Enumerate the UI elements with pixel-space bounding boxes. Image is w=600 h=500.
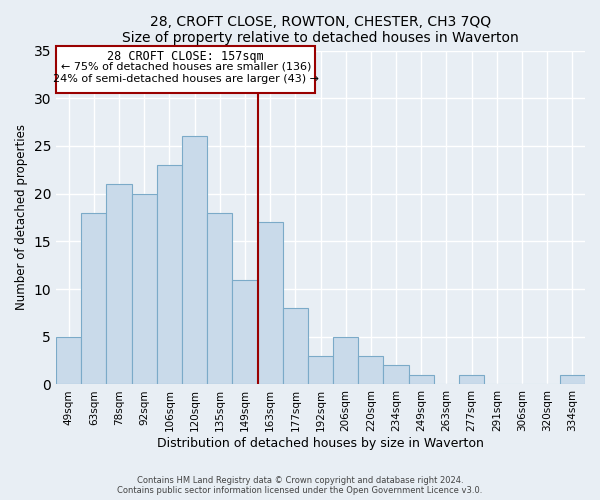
Bar [283,308,308,384]
Text: ← 75% of detached houses are smaller (136): ← 75% of detached houses are smaller (13… [61,62,311,72]
Bar [232,280,257,384]
Bar [81,212,106,384]
Bar [131,194,157,384]
Text: 24% of semi-detached houses are larger (43) →: 24% of semi-detached houses are larger (… [53,74,319,85]
Y-axis label: Number of detached properties: Number of detached properties [15,124,28,310]
Bar [308,356,333,384]
Bar [409,375,434,384]
Text: Contains HM Land Registry data © Crown copyright and database right 2024.
Contai: Contains HM Land Registry data © Crown c… [118,476,482,495]
Bar [333,337,358,384]
Bar [56,337,81,384]
Bar [157,165,182,384]
Bar [358,356,383,384]
Bar [560,375,585,384]
Bar [182,136,207,384]
X-axis label: Distribution of detached houses by size in Waverton: Distribution of detached houses by size … [157,437,484,450]
Bar [207,212,232,384]
Title: 28, CROFT CLOSE, ROWTON, CHESTER, CH3 7QQ
Size of property relative to detached : 28, CROFT CLOSE, ROWTON, CHESTER, CH3 7Q… [122,15,519,45]
Bar [459,375,484,384]
Bar [257,222,283,384]
Text: 28 CROFT CLOSE: 157sqm: 28 CROFT CLOSE: 157sqm [107,50,264,62]
Bar [106,184,131,384]
Bar [383,366,409,384]
FancyBboxPatch shape [56,46,316,94]
